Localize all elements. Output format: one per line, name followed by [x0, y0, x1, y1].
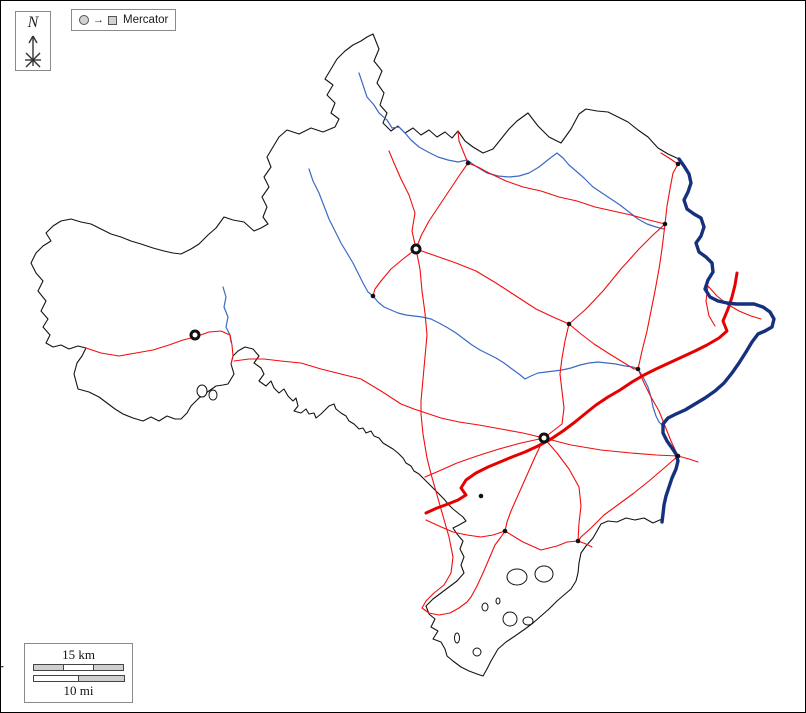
- road-line: [85, 330, 234, 365]
- road-line: [637, 163, 679, 370]
- compass-north-label: N: [27, 14, 39, 31]
- road-line: [467, 162, 666, 225]
- road-line: [543, 437, 679, 457]
- sphere-icon: [79, 15, 89, 25]
- road-line: [568, 223, 666, 325]
- road-line: [568, 323, 639, 370]
- scale-box: 15 km 10 mi: [24, 643, 133, 703]
- road-line: [424, 437, 545, 478]
- town-marker: [675, 161, 681, 167]
- arrow-right-icon: →: [93, 14, 104, 26]
- compass-rose-icon: [25, 35, 41, 68]
- lagoon: [534, 565, 554, 583]
- scale-segment: [79, 675, 125, 682]
- lagoon: [472, 647, 482, 657]
- road-line: [233, 358, 545, 439]
- enclave-loop: [196, 384, 208, 398]
- town-marker: [635, 366, 641, 372]
- copyright-credit: © d-maps.com: [0, 630, 4, 706]
- scale-segment: [32, 664, 64, 671]
- compass-box: N: [15, 11, 51, 71]
- river-line: [308, 168, 664, 427]
- town-marker: [465, 160, 471, 166]
- lagoon: [454, 632, 460, 644]
- road-line: [677, 455, 699, 463]
- rhone-river: [660, 157, 776, 524]
- road-line: [504, 437, 545, 532]
- city-marker: [410, 243, 422, 255]
- motorway-line: [424, 271, 739, 515]
- river-line: [358, 72, 665, 230]
- road-line: [415, 162, 469, 250]
- projected-square-icon: [108, 15, 117, 25]
- road-line: [457, 130, 469, 164]
- road-line: [543, 437, 582, 542]
- scale-bar-mi: [32, 675, 125, 682]
- road-line: [577, 455, 679, 542]
- scale-segment: [63, 664, 95, 671]
- lagoon: [495, 597, 501, 605]
- town-marker: [566, 321, 572, 327]
- road-line: [637, 368, 679, 457]
- road-line: [372, 248, 417, 297]
- town-marker: [675, 453, 681, 459]
- road-line: [660, 152, 679, 165]
- town-marker: [370, 293, 376, 299]
- road-line: [707, 285, 762, 320]
- town-marker: [575, 538, 581, 544]
- road-line: [388, 150, 417, 250]
- scale-km-label: 15 km: [62, 647, 95, 662]
- scale-mi-label: 10 mi: [63, 683, 94, 698]
- road-line: [543, 323, 570, 439]
- town-marker: [502, 528, 508, 534]
- city-marker: [189, 329, 201, 341]
- lagoon: [522, 616, 534, 626]
- projection-name: Mercator: [123, 14, 169, 26]
- department-outline: [30, 33, 680, 677]
- lagoon: [502, 611, 518, 627]
- road-line: [415, 248, 570, 325]
- town-marker: [662, 221, 668, 227]
- road-line: [470, 530, 506, 598]
- enclave-loop: [208, 389, 218, 401]
- scale-segment: [32, 675, 79, 682]
- scale-bar-km: [32, 664, 125, 671]
- projection-legend: → Mercator: [71, 9, 177, 31]
- city-marker: [538, 432, 550, 444]
- scale-segment: [94, 664, 125, 671]
- town-marker: [478, 493, 484, 499]
- lagoon: [481, 602, 489, 612]
- lagoon: [506, 568, 528, 586]
- road-line: [415, 248, 472, 616]
